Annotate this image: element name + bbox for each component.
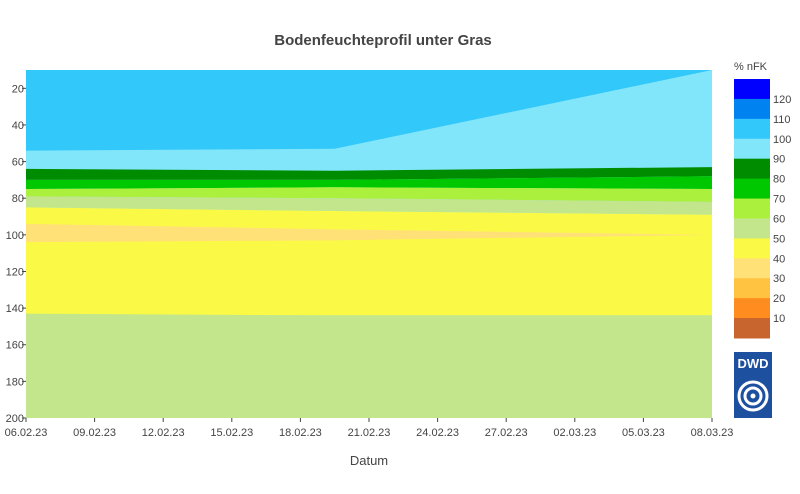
colorbar-tick-label: 40 [773, 253, 785, 265]
colorbar-swatch [734, 298, 770, 319]
y-tick-label: 140 [6, 303, 24, 315]
x-tick-label: 02.03.23 [553, 427, 596, 439]
y-tick-label: 40 [12, 120, 24, 132]
y-tick-label: 120 [6, 266, 24, 278]
contour-region-50-60-8 [26, 313, 712, 418]
x-tick-label: 12.02.23 [142, 427, 185, 439]
dwd-logo-text: DWD [737, 356, 768, 371]
colorbar-swatch [734, 258, 770, 279]
colorbar-tick-label: 110 [773, 114, 791, 126]
x-tick-label: 15.02.23 [210, 427, 253, 439]
x-tick-label: 27.02.23 [485, 427, 528, 439]
colorbar-swatch [734, 118, 770, 140]
colorbar-swatch [734, 278, 770, 299]
contour-region-100-110-1 [26, 70, 712, 151]
x-tick-label: 18.02.23 [279, 427, 322, 439]
x-tick-label: 09.02.23 [73, 427, 116, 439]
x-tick-label: 05.03.23 [622, 427, 665, 439]
colorbar-tick-label: 70 [773, 194, 785, 206]
y-tick-label: 20 [12, 83, 24, 95]
colorbar-title: % nFK [734, 61, 768, 73]
colorbar-tick-label: 80 [773, 174, 785, 186]
contour-region-80-90-2 [26, 167, 712, 180]
colorbar-tick-label: 60 [773, 213, 785, 225]
colorbar-swatch [734, 138, 770, 160]
colorbar-swatch [734, 198, 770, 219]
x-axis: 06.02.23 09.02.23 12.02.23 15.02.23 18.02.23… [5, 418, 734, 439]
x-tick-label: 24.02.23 [416, 427, 459, 439]
colorbar-tick-label: 120 [773, 94, 791, 106]
chart-title: Bodenfeuchteprofil unter Gras [274, 32, 492, 49]
colorbar-tick-label: 10 [773, 313, 785, 325]
contour-region-40-50-6 [26, 207, 712, 316]
contour-region-30-40-7 [26, 223, 712, 243]
y-tick-label: 80 [12, 193, 24, 205]
contour-region-60-70-4 [26, 187, 712, 202]
y-tick-label: 180 [6, 376, 24, 388]
colorbar-swatch [734, 158, 770, 180]
y-tick-label: 60 [12, 157, 24, 169]
x-tick-label: 06.02.23 [5, 427, 48, 439]
colorbar-tick-label: 20 [773, 293, 785, 305]
x-tick-label: 08.03.23 [691, 427, 734, 439]
colorbar-tick-label: 50 [773, 233, 785, 245]
colorbar-swatch [734, 218, 770, 239]
colorbar-swatch [734, 318, 770, 339]
dwd-swirl-icon [737, 380, 769, 412]
y-axis: 20 40 60 80 100 120 140 160 180 200 [6, 83, 26, 425]
colorbar-swatch [734, 98, 770, 120]
x-axis-title: Datum [350, 453, 388, 468]
colorbar-swatch [734, 79, 770, 100]
colorbar: 10 20 30 40 50 60 70 80 90 100 110 120 [734, 79, 791, 339]
colorbar-swatch [734, 178, 770, 200]
y-tick-label: 100 [6, 230, 24, 242]
y-tick-label: 160 [6, 340, 24, 352]
contour-region-50-60-5 [26, 196, 712, 215]
colorbar-tick-label: 100 [773, 134, 791, 146]
colorbar-tick-label: 30 [773, 273, 785, 285]
colorbar-tick-label: 90 [773, 154, 785, 166]
colorbar-swatch [734, 238, 770, 259]
x-tick-label: 21.02.23 [348, 427, 391, 439]
contour-region-70-80-3 [26, 176, 712, 190]
dwd-logo: DWD [734, 352, 772, 418]
plot-area [26, 70, 712, 418]
y-tick-label: 200 [6, 413, 24, 425]
